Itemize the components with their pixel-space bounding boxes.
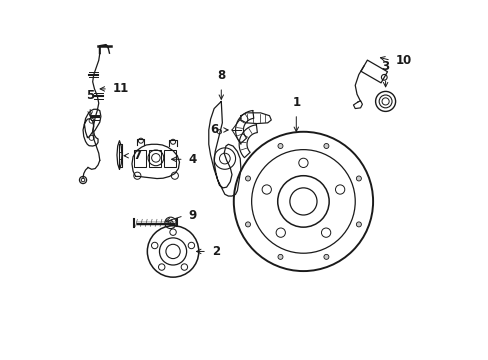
Bar — [149, 150, 161, 167]
Circle shape — [277, 255, 283, 259]
Text: 7: 7 — [133, 149, 141, 162]
Text: 5: 5 — [86, 89, 94, 102]
Text: 2: 2 — [211, 245, 219, 258]
Text: 8: 8 — [217, 69, 225, 82]
Circle shape — [245, 176, 250, 181]
Circle shape — [356, 222, 361, 227]
Text: 6: 6 — [210, 123, 218, 136]
Circle shape — [323, 255, 328, 259]
Circle shape — [277, 144, 283, 148]
Bar — [164, 150, 176, 167]
Circle shape — [356, 176, 361, 181]
Text: 3: 3 — [381, 60, 389, 73]
Text: 11: 11 — [112, 82, 128, 95]
Text: 9: 9 — [188, 208, 196, 221]
Text: 1: 1 — [292, 95, 300, 109]
Text: 4: 4 — [188, 153, 196, 166]
Text: 10: 10 — [395, 54, 411, 67]
Bar — [134, 150, 146, 167]
Circle shape — [245, 222, 250, 227]
Circle shape — [323, 144, 328, 148]
